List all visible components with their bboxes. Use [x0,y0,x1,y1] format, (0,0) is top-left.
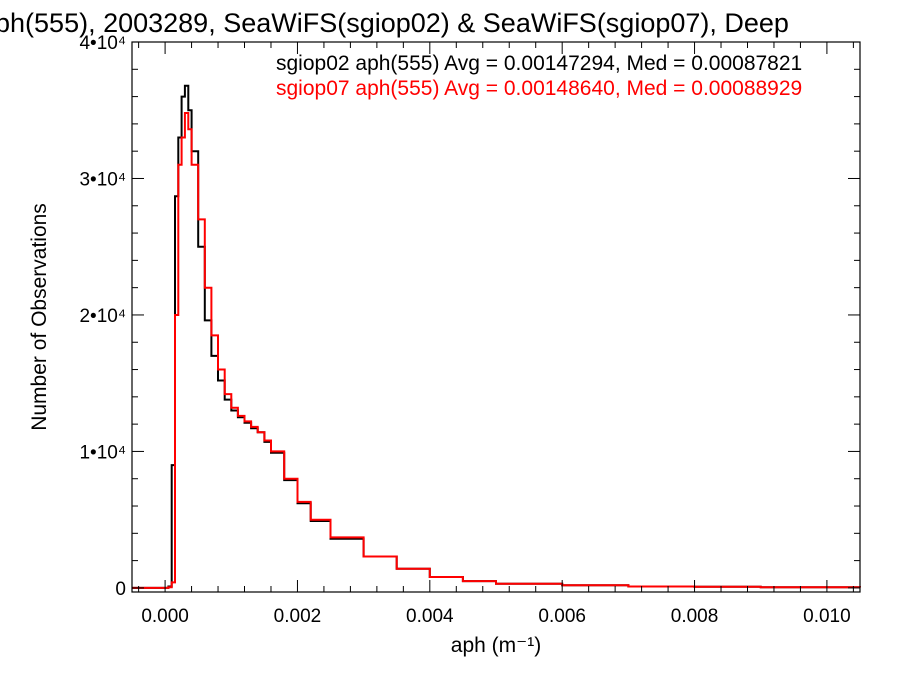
x-tick-label: 0.010 [803,606,851,627]
x-axis-label: aph (m⁻¹) [451,634,541,657]
chart-title: aph(555), 2003289, SeaWiFS(sgiop02) & Se… [0,8,789,38]
y-tick-label: 3•10⁴ [79,169,126,190]
x-tick-label: 0.006 [538,606,586,627]
legend-entry-1: sgiop02 aph(555) Avg = 0.00147294, Med =… [276,52,802,75]
plot-frame [131,41,861,593]
y-tick-label: 1•10⁴ [79,442,126,463]
series-layer [132,84,861,589]
x-tick-label: 0.004 [406,606,454,627]
x-tick-label: 0.002 [274,606,322,627]
legend-entry-2: sgiop07 aph(555) Avg = 0.00148640, Med =… [276,77,802,100]
y-axis-label: Number of Observations [28,203,51,431]
y-tick-label: 2•10⁴ [79,306,126,327]
x-tick-label: 0.000 [141,606,189,627]
series-line-2 [132,112,861,589]
series-line-1 [132,84,861,589]
legend: sgiop02 aph(555) Avg = 0.00147294, Med =… [276,52,802,100]
axes-layer: 0.000 0.002 0.004 0.006 0.008 0.010 0 1•10⁴ 2•10… [79,33,860,627]
y-tick-label: 4•10⁴ [79,33,126,54]
x-tick-label: 0.008 [671,606,719,627]
y-tick-label: 0 [115,579,126,600]
